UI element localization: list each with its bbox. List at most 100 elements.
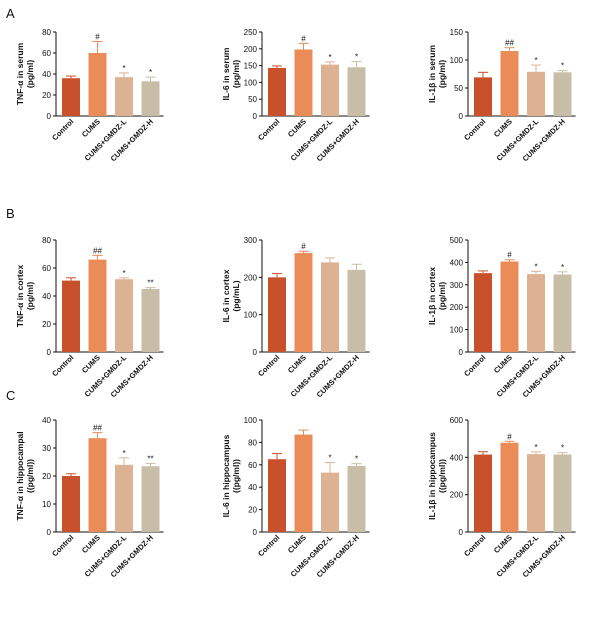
chart-7-annotation-3: *: [355, 455, 358, 464]
chart-6-y-label: ((pg/ml)): [25, 459, 35, 493]
chart-8-y-tick-label: 600: [450, 416, 464, 425]
panel-label-b: B: [6, 206, 15, 221]
chart-3-y-label: (pg/ml): [25, 282, 35, 310]
chart-3-annotation-1: ##: [93, 246, 102, 255]
chart-7-y-tick-label: 0: [253, 528, 258, 537]
chart-3-annotation-3: **: [147, 279, 153, 288]
chart-1-y-label: IL-6 in serum: [221, 47, 231, 100]
chart-4-y-label: (pg/mL): [231, 280, 241, 311]
chart-5-bar-0: [474, 273, 492, 352]
chart-8-category-label-0: Control: [462, 533, 487, 558]
chart-3-bar-1: [88, 259, 107, 352]
chart-4-annotation-1: #: [301, 242, 306, 251]
chart-1-y-tick-label: 200: [244, 45, 258, 54]
chart-0-y-tick-label: 80: [42, 28, 51, 37]
chart-8-annotation-3: *: [561, 444, 564, 453]
chart-8-y-tick-label: 0: [459, 528, 464, 537]
chart-7-category-label-0: Control: [256, 533, 281, 558]
chart-2-bar-2: [527, 71, 545, 116]
chart-7-y-tick-label: 80: [248, 438, 257, 447]
chart-1-category-label-0: Control: [256, 117, 281, 142]
chart-3-bar-3: [141, 289, 160, 352]
chart-0-y-tick-label: 0: [47, 112, 52, 121]
chart-3-category-label-0: Control: [50, 353, 75, 378]
chart-3-y-tick-label: 20: [42, 320, 51, 329]
chart-5-annotation-1: #: [507, 251, 512, 260]
chart-2-y-label: IL-1β in serum: [427, 45, 437, 104]
chart-1-category-label-1: CUMS: [286, 117, 308, 139]
chart-4-category-label-1: CUMS: [286, 353, 308, 375]
chart-0-y-tick-label: 60: [42, 49, 51, 58]
chart-4-bar-1: [294, 253, 313, 352]
chart-2-y-label: (pg/ml): [437, 60, 447, 88]
chart-1-annotation-1: #: [301, 34, 306, 43]
chart-5-bar-3: [553, 274, 572, 352]
chart-5-category-label-1: CUMS: [492, 353, 514, 375]
chart-6-y-tick-label: 0: [47, 528, 52, 537]
chart-7-bar-3: [347, 465, 366, 532]
chart-6-category-label-0: Control: [50, 533, 75, 558]
chart-8-bar-2: [527, 454, 545, 532]
chart-4-bar-2: [321, 262, 339, 352]
chart-1-y-tick-label: 100: [244, 78, 258, 87]
chart-3-y-tick-label: 0: [47, 348, 52, 357]
chart-6-annotation-1: ##: [93, 424, 102, 433]
chart-4-y-tick-label: 200: [244, 273, 258, 282]
chart-2-annotation-1: ##: [505, 39, 514, 48]
chart-6-bar-1: [88, 438, 107, 532]
chart-0-bar-3: [141, 81, 160, 116]
chart-7-category-label-1: CUMS: [286, 533, 308, 555]
chart-5-y-tick-label: 200: [450, 303, 464, 312]
chart-0-category-label-1: CUMS: [80, 117, 102, 139]
chart-1-y-tick-label: 0: [253, 112, 258, 121]
chart-5-annotation-3: *: [561, 263, 564, 272]
chart-2-bar-3: [553, 72, 572, 116]
chart-1-y-tick-label: 250: [244, 28, 258, 37]
chart-0-bar-1: [88, 53, 107, 116]
chart-0-annotation-3: *: [149, 68, 152, 77]
chart-8-y-label: IL-1β in hippocampus: [427, 432, 437, 520]
chart-5-category-label-0: Control: [462, 353, 487, 378]
chart-8-y-tick-label: 200: [450, 491, 464, 500]
chart-4-y-tick-label: 0: [253, 348, 258, 357]
chart-2-annotation-2: *: [534, 56, 537, 65]
chart-4-y-label: IL-6 in cortex: [221, 269, 231, 322]
chart-4-category-label-0: Control: [256, 353, 281, 378]
chart-6-y-tick-label: 40: [42, 416, 51, 425]
chart-1-annotation-2: *: [328, 53, 331, 62]
chart-0-annotation-2: *: [122, 64, 125, 73]
chart-1-annotation-3: *: [355, 53, 358, 62]
panel-label-c: C: [6, 388, 15, 403]
chart-1-bar-1: [294, 49, 313, 116]
chart-6-y-tick-label: 20: [42, 472, 51, 481]
chart-1-bar-2: [321, 64, 339, 116]
chart-1-bar-0: [268, 67, 286, 116]
chart-6-bar-3: [141, 466, 160, 532]
chart-6-category-label-1: CUMS: [80, 533, 102, 555]
chart-8-annotation-1: #: [507, 432, 512, 441]
chart-6-bar-2: [115, 464, 133, 532]
chart-6-bar-0: [62, 476, 80, 532]
chart-5-y-label: (pg/ml): [437, 282, 447, 310]
chart-2-y-tick-label: 150: [450, 28, 464, 37]
chart-1-y-tick-label: 150: [244, 62, 258, 71]
chart-0-bar-2: [115, 77, 133, 116]
chart-3-y-tick-label: 80: [42, 236, 51, 245]
chart-7-bar-1: [294, 434, 313, 532]
chart-7-y-tick-label: 100: [244, 416, 258, 425]
chart-0-bar-0: [62, 78, 80, 116]
chart-5-y-tick-label: 400: [450, 258, 464, 267]
chart-4-y-tick-label: 100: [244, 311, 258, 320]
chart-7-annotation-2: *: [328, 454, 331, 463]
chart-5-annotation-2: *: [534, 262, 537, 271]
chart-6-annotation-3: **: [147, 454, 153, 463]
chart-2-bar-1: [500, 51, 519, 116]
chart-8-y-tick-label: 400: [450, 453, 464, 462]
chart-0-annotation-1: #: [95, 32, 100, 41]
chart-1-y-label: (pg/ml): [231, 60, 241, 88]
chart-2-category-label-0: Control: [462, 117, 487, 142]
chart-5-y-tick-label: 0: [459, 348, 464, 357]
chart-0-y-tick-label: 40: [42, 70, 51, 79]
chart-2-bar-0: [474, 77, 492, 116]
